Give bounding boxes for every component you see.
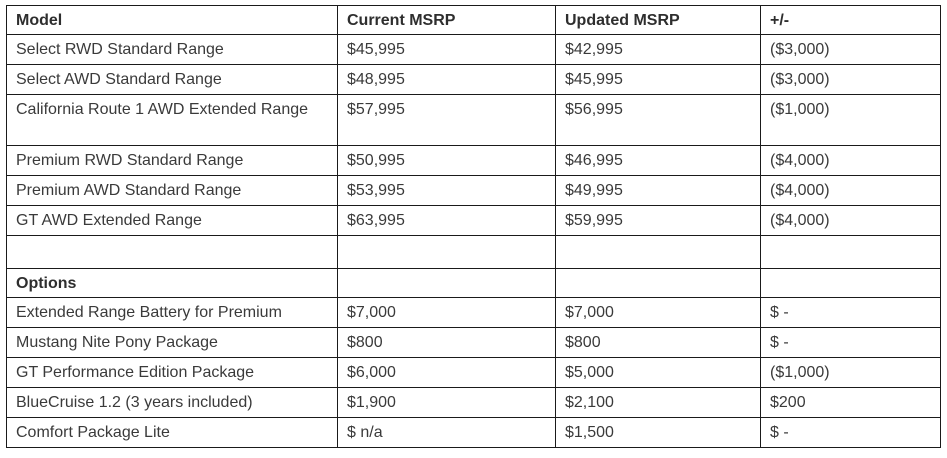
options-header-row: Options [6,268,941,298]
table-row: Select AWD Standard Range $48,995 $45,99… [6,64,941,95]
difference-cell: $ - [760,327,941,358]
difference-cell: ($3,000) [760,34,941,65]
table-row: Premium RWD Standard Range $50,995 $46,9… [6,145,941,176]
empty-cell [760,235,941,269]
difference-cell: ($1,000) [760,357,941,388]
updated-msrp-cell: $5,000 [555,357,761,388]
model-cell: Premium AWD Standard Range [6,175,338,206]
model-cell: Premium RWD Standard Range [6,145,338,176]
updated-msrp-cell: $49,995 [555,175,761,206]
option-cell: Comfort Package Lite [6,417,338,448]
blank-spacer-row [6,235,941,269]
updated-msrp-cell: $46,995 [555,145,761,176]
empty-cell [337,235,556,269]
table-row: Select RWD Standard Range $45,995 $42,99… [6,34,941,65]
header-model: Model [6,5,338,35]
updated-msrp-cell: $800 [555,327,761,358]
updated-msrp-cell: $42,995 [555,34,761,65]
difference-cell: ($4,000) [760,175,941,206]
table-row: Extended Range Battery for Premium $7,00… [6,297,941,328]
updated-msrp-cell: $45,995 [555,64,761,95]
current-msrp-cell: $6,000 [337,357,556,388]
model-cell: Select RWD Standard Range [6,34,338,65]
current-msrp-cell: $ n/a [337,417,556,448]
current-msrp-cell: $50,995 [337,145,556,176]
table-row: Comfort Package Lite $ n/a $1,500 $ - [6,417,941,448]
options-section-label: Options [6,268,338,298]
table-row: BlueCruise 1.2 (3 years included) $1,900… [6,387,941,418]
option-cell: BlueCruise 1.2 (3 years included) [6,387,338,418]
difference-cell: $ - [760,417,941,448]
empty-cell [555,235,761,269]
updated-msrp-cell: $1,500 [555,417,761,448]
empty-cell [6,235,338,269]
difference-cell: $200 [760,387,941,418]
current-msrp-cell: $57,995 [337,94,556,146]
table-row: GT AWD Extended Range $63,995 $59,995 ($… [6,205,941,236]
empty-cell [760,268,941,298]
current-msrp-cell: $63,995 [337,205,556,236]
difference-cell: ($4,000) [760,145,941,176]
table-row: Mustang Nite Pony Package $800 $800 $ - [6,327,941,358]
model-cell: California Route 1 AWD Extended Range [6,94,338,146]
header-difference: +/- [760,5,941,35]
updated-msrp-cell: $59,995 [555,205,761,236]
model-cell: GT AWD Extended Range [6,205,338,236]
table-row: GT Performance Edition Package $6,000 $5… [6,357,941,388]
table-row: Premium AWD Standard Range $53,995 $49,9… [6,175,941,206]
difference-cell: ($4,000) [760,205,941,236]
difference-cell: $ - [760,297,941,328]
option-cell: Extended Range Battery for Premium [6,297,338,328]
updated-msrp-cell: $2,100 [555,387,761,418]
header-updated-msrp: Updated MSRP [555,5,761,35]
table-row: California Route 1 AWD Extended Range $5… [6,94,941,146]
empty-cell [555,268,761,298]
current-msrp-cell: $7,000 [337,297,556,328]
option-cell: Mustang Nite Pony Package [6,327,338,358]
msrp-price-table: Model Current MSRP Updated MSRP +/- Sele… [6,5,941,448]
header-current-msrp: Current MSRP [337,5,556,35]
option-cell: GT Performance Edition Package [6,357,338,388]
current-msrp-cell: $48,995 [337,64,556,95]
difference-cell: ($1,000) [760,94,941,146]
updated-msrp-cell: $7,000 [555,297,761,328]
empty-cell [337,268,556,298]
difference-cell: ($3,000) [760,64,941,95]
current-msrp-cell: $45,995 [337,34,556,65]
current-msrp-cell: $53,995 [337,175,556,206]
header-row: Model Current MSRP Updated MSRP +/- [6,5,941,35]
current-msrp-cell: $800 [337,327,556,358]
updated-msrp-cell: $56,995 [555,94,761,146]
model-cell: Select AWD Standard Range [6,64,338,95]
current-msrp-cell: $1,900 [337,387,556,418]
